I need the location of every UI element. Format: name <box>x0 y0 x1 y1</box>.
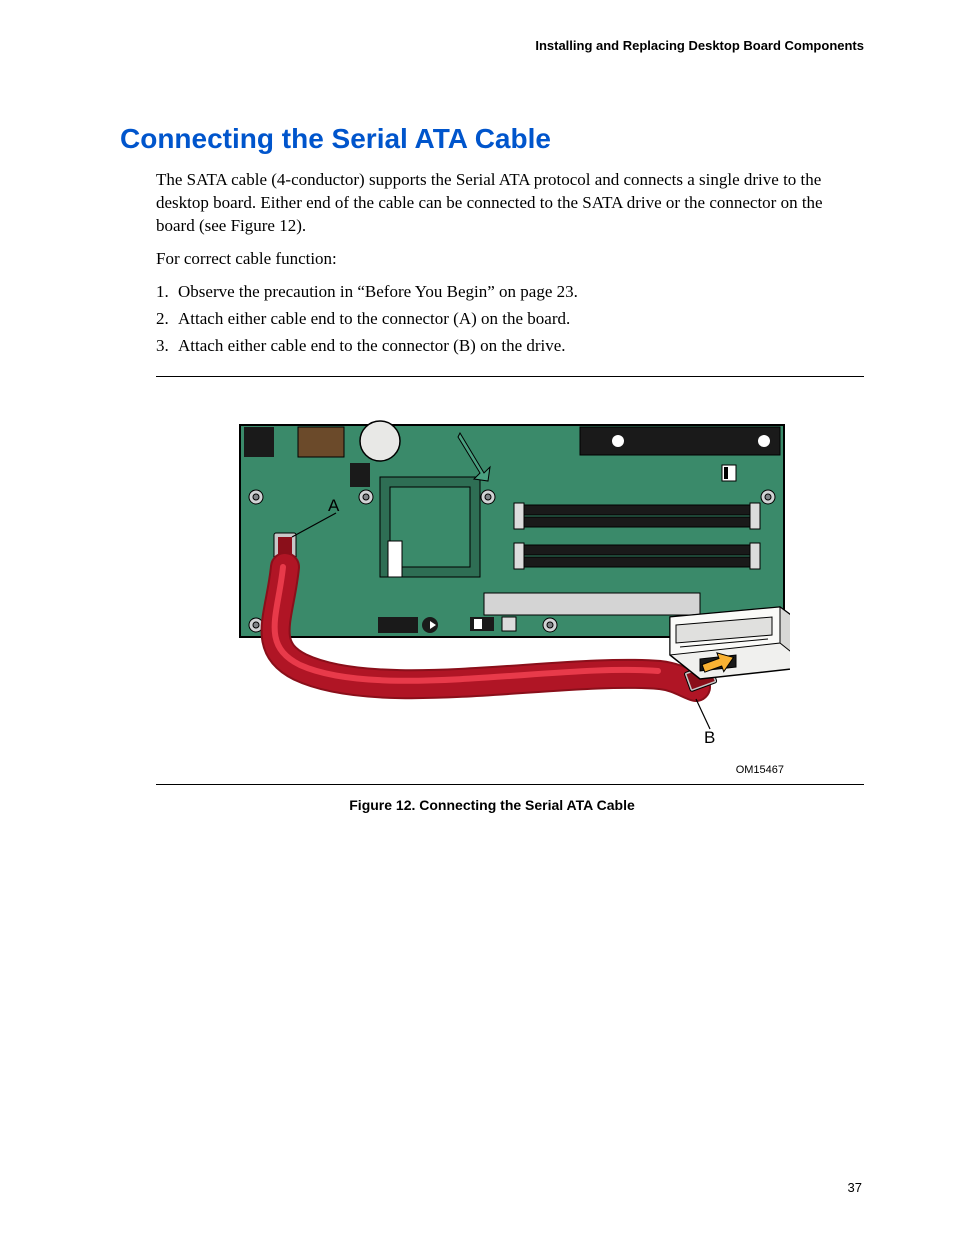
step-text: Attach either cable end to the connector… <box>178 336 566 355</box>
callout-a: A <box>328 496 340 515</box>
intro-paragraph: The SATA cable (4-conductor) supports th… <box>156 169 864 238</box>
image-ref: OM15467 <box>230 764 790 776</box>
page-number: 37 <box>848 1180 862 1195</box>
step-list: 1.Observe the precaution in “Before You … <box>156 281 864 358</box>
sata-diagram: A B OM15467 <box>230 417 790 776</box>
rule-top <box>156 376 864 377</box>
figure-caption: Figure 12. Connecting the Serial ATA Cab… <box>120 797 864 813</box>
section-title: Connecting the Serial ATA Cable <box>120 123 864 155</box>
callout-b: B <box>704 728 715 747</box>
step-item: 1.Observe the precaution in “Before You … <box>156 281 864 304</box>
lead-in: For correct cable function: <box>156 248 864 271</box>
figure-container: A B OM15467 <box>156 417 864 778</box>
running-head: Installing and Replacing Desktop Board C… <box>120 38 864 53</box>
step-item: 2.Attach either cable end to the connect… <box>156 308 864 331</box>
rule-bottom <box>156 784 864 785</box>
step-item: 3.Attach either cable end to the connect… <box>156 335 864 358</box>
step-text: Attach either cable end to the connector… <box>178 309 570 328</box>
step-text: Observe the precaution in “Before You Be… <box>178 282 578 301</box>
